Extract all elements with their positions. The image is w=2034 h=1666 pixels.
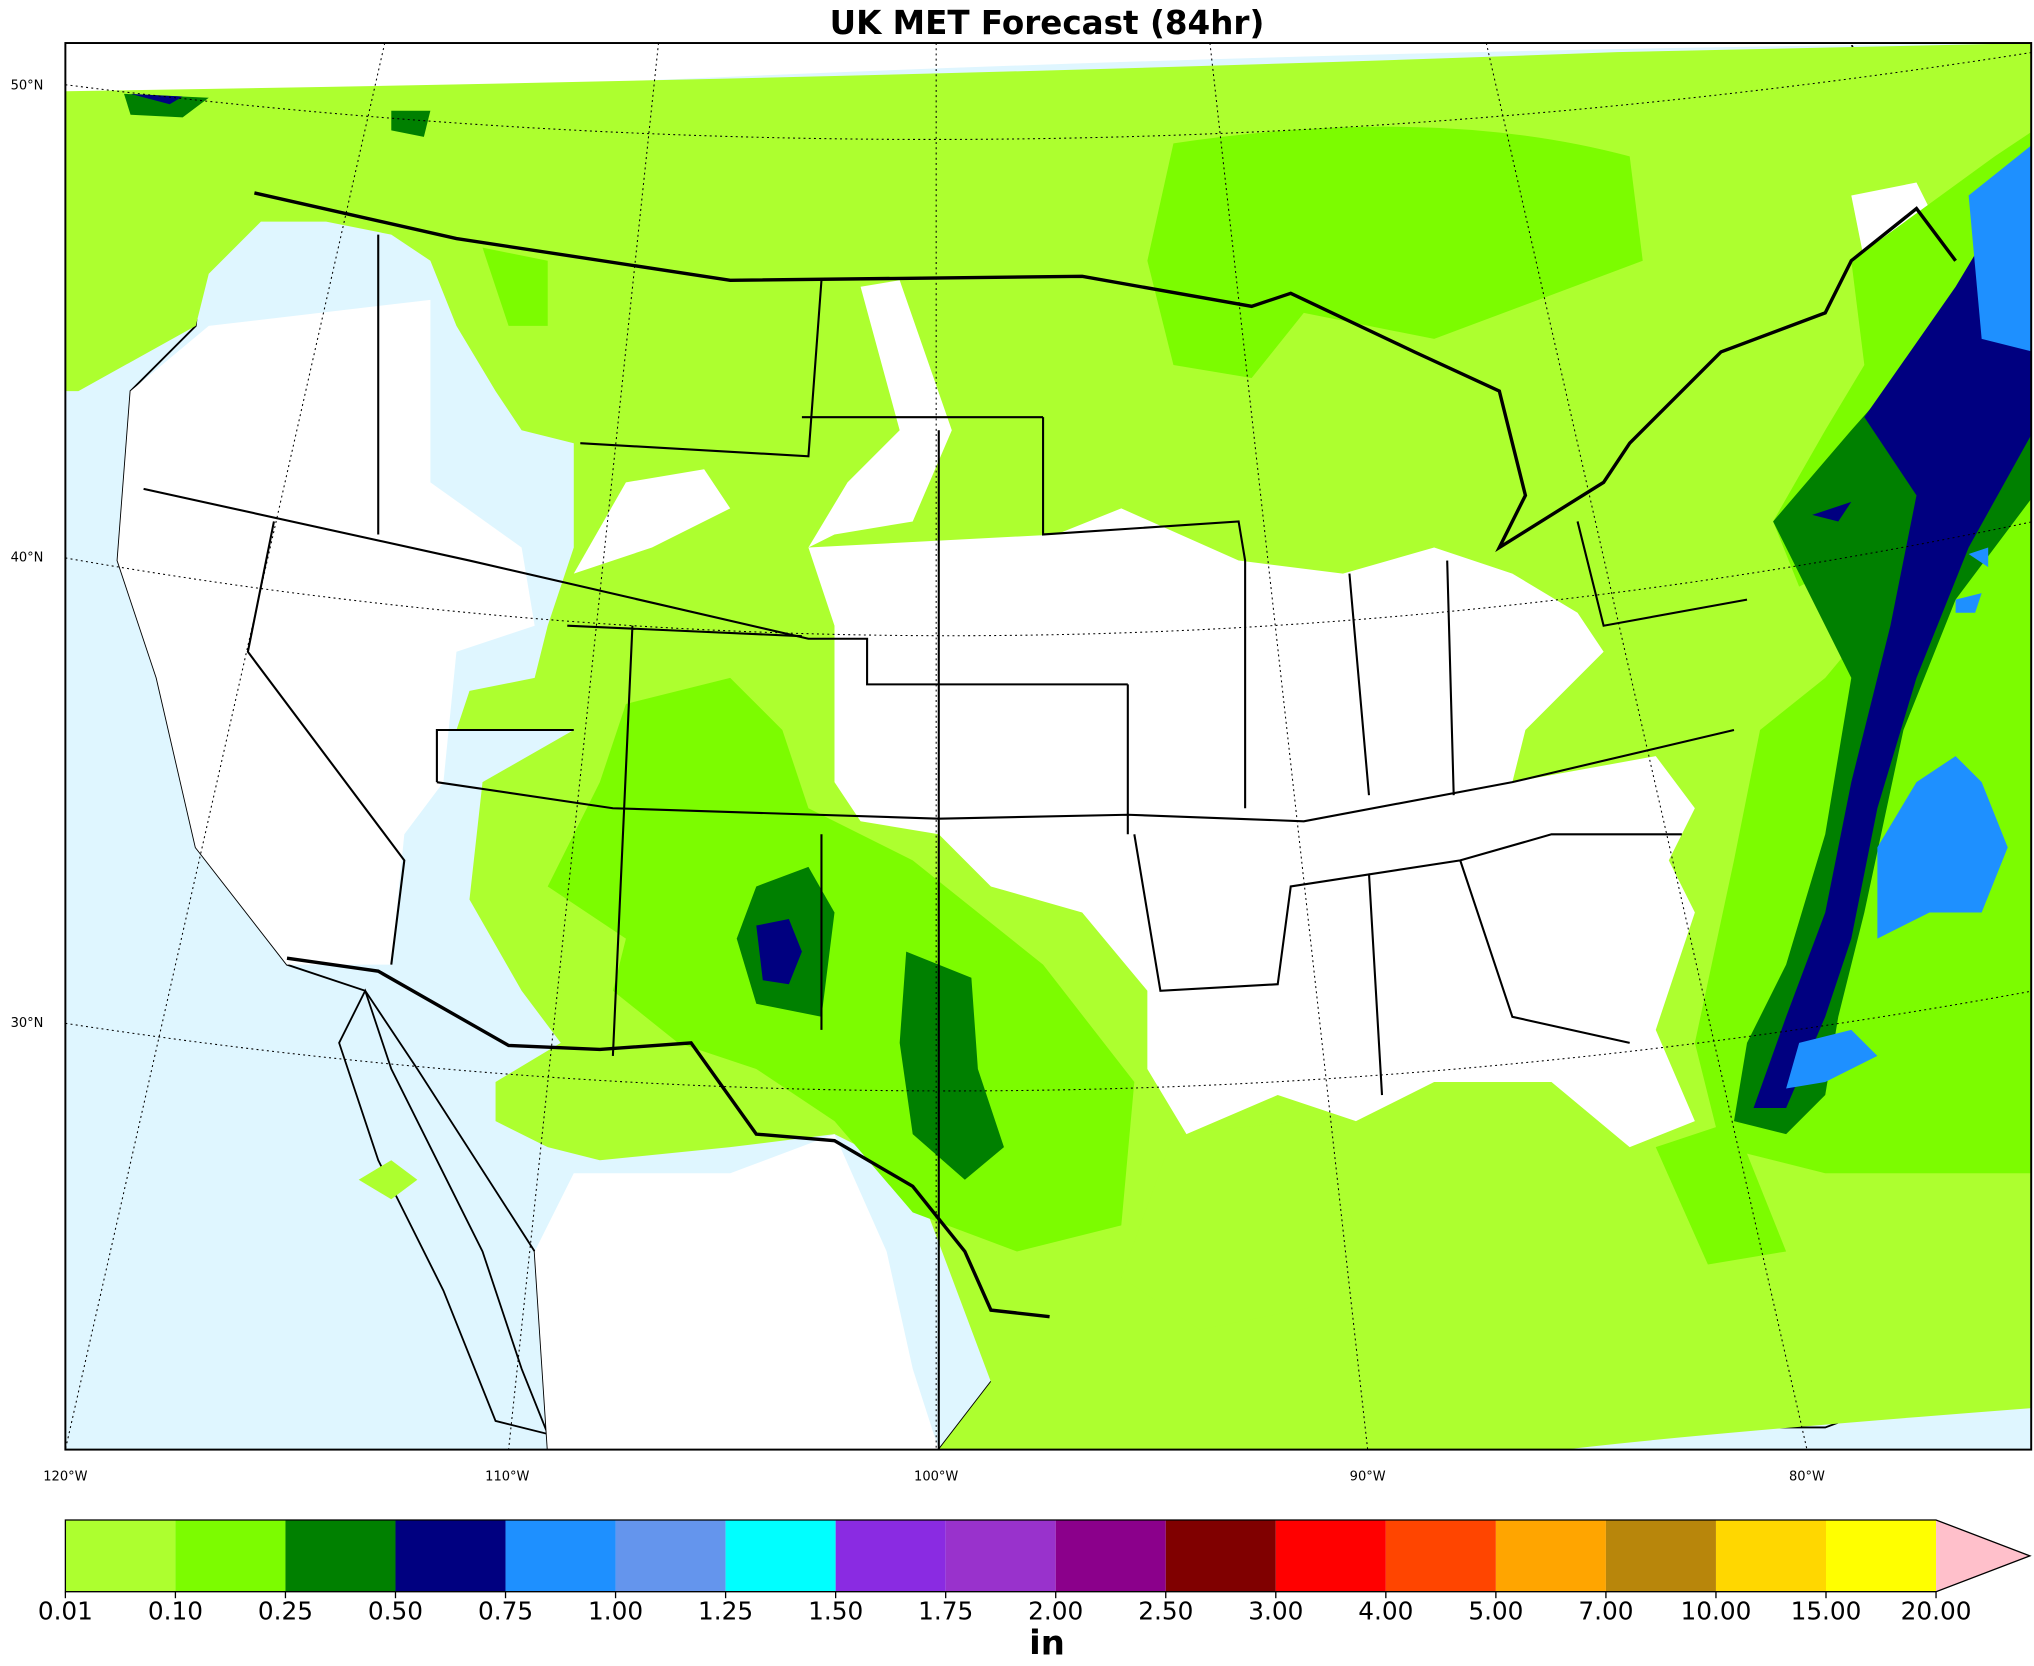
colorbar-tick-label: 0.25 <box>258 1597 313 1626</box>
lon-labels: 120°W 110°W 100°W 90°W 80°W <box>43 1469 1825 1484</box>
colorbar-tick-label: 2.50 <box>1138 1597 1193 1626</box>
colorbar-segment <box>65 1519 176 1592</box>
colorbar-tick-label: 4.00 <box>1358 1597 1413 1626</box>
domain-edge <box>65 43 2032 111</box>
precip-very-heavy <box>130 93 2032 1109</box>
no-precip <box>117 182 1956 1450</box>
colorbar-segment <box>1275 1519 1386 1592</box>
colorbar-extension <box>1936 1519 2030 1592</box>
colorbar-segment <box>1165 1519 1276 1592</box>
lat-label: 40°N <box>11 550 44 565</box>
lon-label: 110°W <box>485 1469 529 1484</box>
colorbar-tick-label: 0.10 <box>148 1597 203 1626</box>
borders <box>143 191 1957 1450</box>
colorbar-tick-label: 20.00 <box>1901 1597 1972 1626</box>
colorbar-segment <box>725 1519 836 1592</box>
colorbar-tick-label: 10.00 <box>1681 1597 1752 1626</box>
colorbar-tick-label: 1.25 <box>698 1597 753 1626</box>
map <box>64 42 2033 1451</box>
colorbar-tick-label: 1.50 <box>808 1597 863 1626</box>
colorbar-segment <box>1715 1519 1826 1592</box>
colorbar-tick-label: 5.00 <box>1468 1597 1523 1626</box>
colorbar: 0.01 0.10 0.25 0.50 0.75 1.00 1.25 1.50 1.75 2.00… <box>38 1519 2032 1626</box>
colorbar-segment <box>395 1519 506 1592</box>
colorbar-tick-label: 1.75 <box>918 1597 973 1626</box>
title: UK MET Forecast (84hr) <box>830 4 1265 42</box>
colorbar-segment <box>1055 1519 1166 1592</box>
colorbar-segment <box>1495 1519 1606 1592</box>
lat-labels: 50°N 40°N 30°N <box>11 79 44 1031</box>
colorbar-tick-label: 2.00 <box>1028 1597 1083 1626</box>
colorbar-segment <box>835 1519 946 1592</box>
lon-label: 90°W <box>1350 1469 1386 1484</box>
colorbar-segment <box>1825 1519 1937 1592</box>
colorbar-segment <box>505 1519 616 1592</box>
graticule <box>65 43 2032 1450</box>
colorbar-tick-label: 1.00 <box>588 1597 643 1626</box>
colorbar-segment <box>285 1519 396 1592</box>
lon-label: 120°W <box>43 1469 87 1484</box>
colorbar-unit: in <box>1029 1624 1065 1663</box>
map-frame <box>64 42 2033 1451</box>
colorbar-segment <box>1385 1519 1496 1592</box>
colorbar-segment <box>175 1519 286 1592</box>
colorbar-tick-label: 3.00 <box>1248 1597 1303 1626</box>
lon-label: 80°W <box>1789 1469 1825 1484</box>
colorbar-tick-label: 0.75 <box>478 1597 533 1626</box>
colorbar-segment <box>945 1519 1056 1592</box>
colorbar-outline <box>64 1519 2032 1593</box>
lat-label: 50°N <box>11 79 44 94</box>
colorbar-tick-label: 15.00 <box>1791 1597 1862 1626</box>
lon-label: 100°W <box>914 1469 958 1484</box>
colorbar-tick-label: 0.01 <box>38 1597 93 1626</box>
colorbar-segment <box>1605 1519 1716 1592</box>
colorbar-tick-label: 7.00 <box>1578 1597 1633 1626</box>
lat-label: 30°N <box>11 1016 44 1031</box>
colorbar-tick-label: 0.50 <box>368 1597 423 1626</box>
colorbar-segment <box>615 1519 726 1592</box>
